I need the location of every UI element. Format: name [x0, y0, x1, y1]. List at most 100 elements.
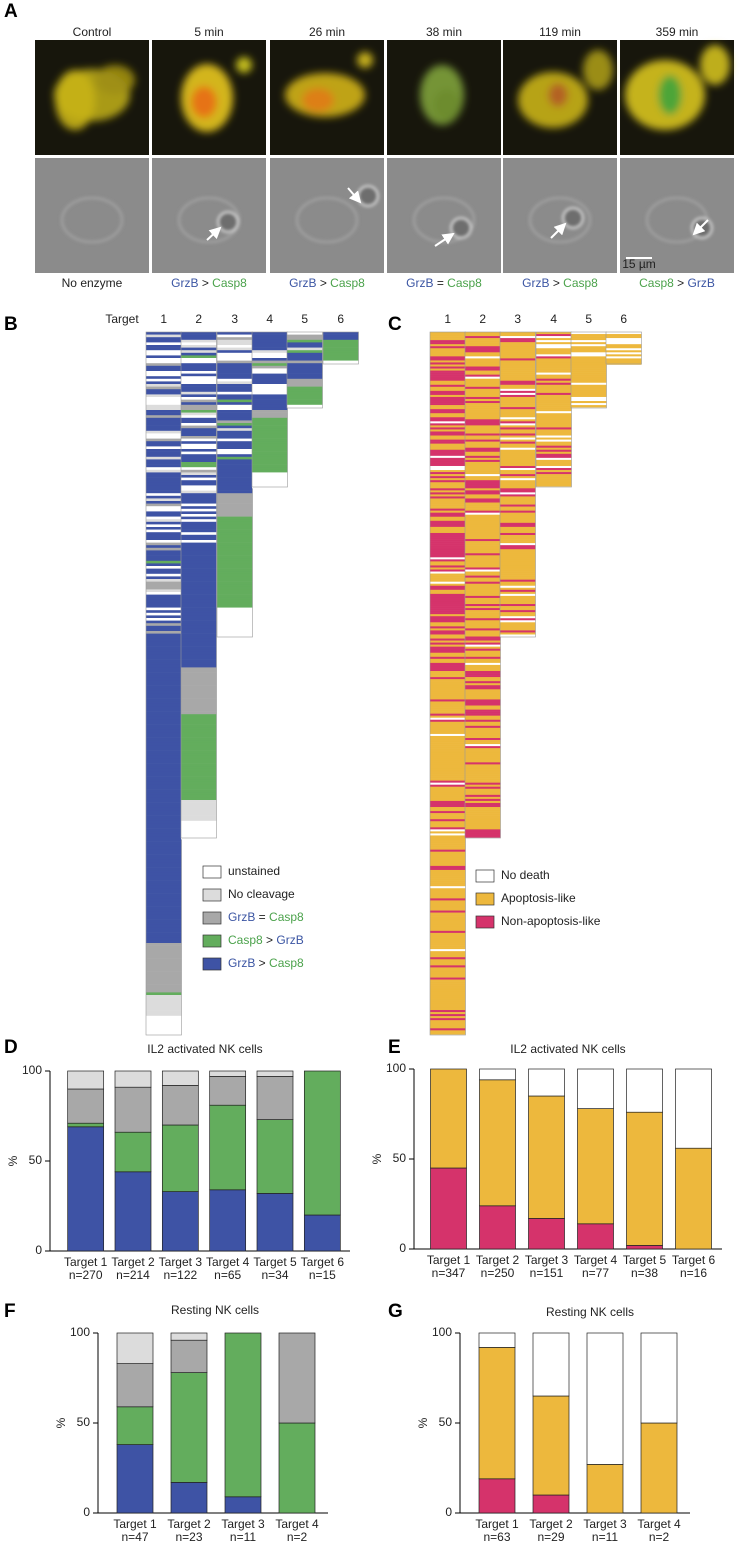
heatmap-row [430, 813, 466, 816]
heatmap-row [181, 823, 217, 827]
heatmap-row [181, 742, 217, 746]
heatmap-row [146, 641, 182, 645]
heatmap-row [181, 363, 217, 367]
bar-segment [209, 1070, 247, 1077]
heatmap-row [146, 675, 182, 679]
heatmap-row [500, 407, 536, 410]
heatmap-row [465, 807, 501, 810]
heatmap-row [430, 411, 466, 414]
heatmap-row [181, 693, 217, 697]
heatmap-row [287, 376, 323, 380]
heatmap-row [536, 352, 572, 355]
heatmap-row [430, 900, 466, 903]
heatmap-row [252, 407, 288, 411]
text-part: No cleavage [228, 887, 295, 901]
heatmap-row [146, 498, 182, 502]
heatmap-row [536, 346, 572, 349]
cell-blob [433, 89, 461, 121]
heatmap-row [500, 344, 536, 347]
heatmap-row [500, 599, 536, 603]
cell-blob [302, 88, 334, 112]
text-part: Casp8 [269, 910, 304, 924]
heatmap-row [146, 347, 182, 351]
heatmap-row [146, 363, 182, 367]
timepoint: Control [73, 25, 112, 39]
heatmap-row [146, 852, 182, 855]
heatmap-row [430, 650, 466, 654]
heatmap-row [181, 446, 217, 450]
heatmap-row [181, 737, 217, 741]
heatmap-row [146, 971, 182, 975]
heatmap-row [536, 451, 572, 455]
heatmap-row [500, 480, 536, 483]
heatmap-row [252, 345, 288, 348]
heatmap-row [465, 581, 501, 585]
heatmap-column-label: 4 [266, 312, 273, 326]
bar-segment [586, 1464, 624, 1514]
heatmap-row [571, 366, 607, 369]
heatmap-row [430, 486, 466, 489]
text-part: GrzB [228, 956, 255, 970]
heatmap-row [571, 398, 607, 402]
heatmap-row [430, 1005, 466, 1009]
heatmap-row [500, 380, 536, 384]
heatmap-column [499, 331, 536, 638]
heatmap-row [500, 494, 536, 497]
heatmap-row [465, 616, 501, 619]
heatmap-row [181, 459, 217, 463]
heatmap-row [287, 358, 323, 361]
heatmap-row [465, 790, 501, 794]
heatmap-row [181, 534, 217, 538]
heatmap-header: Target [105, 312, 139, 326]
heatmap-row [146, 563, 182, 567]
bar-segment [532, 1395, 570, 1496]
heatmap-row [430, 498, 466, 501]
heatmap-row [430, 721, 466, 725]
heatmap-row [323, 342, 359, 346]
heatmap-row [146, 654, 182, 658]
heatmap-row [146, 352, 182, 356]
bar-segment [626, 1111, 663, 1246]
heatmap-row [217, 397, 253, 400]
heatmap-row [430, 614, 466, 617]
heatmap-row [536, 435, 572, 438]
heatmap-row [217, 417, 253, 421]
cell-body [217, 211, 239, 233]
heatmap-row [252, 475, 288, 478]
heatmap-row [217, 415, 253, 419]
heatmap-row [181, 472, 217, 476]
y-tick-label: 50 [77, 1415, 91, 1429]
y-tick-label: 0 [399, 1241, 406, 1255]
heatmap-row [465, 336, 501, 339]
heatmap-row [146, 482, 182, 486]
legend-swatch [202, 934, 222, 948]
heatmap-row [181, 797, 217, 801]
heatmap-row [465, 599, 501, 603]
heatmap-row [181, 787, 217, 790]
heatmap-row [465, 717, 501, 721]
heatmap-row [500, 520, 536, 524]
arrow [206, 226, 222, 241]
heatmap-row [430, 522, 466, 526]
heatmap-row [146, 423, 182, 426]
heatmap-row [146, 800, 182, 803]
heatmap-row [536, 358, 572, 361]
heatmap-row [430, 506, 466, 509]
heatmap-row [465, 463, 501, 467]
heatmap-row [571, 370, 607, 373]
x-tick-label: Target 1 n=63 [475, 1517, 519, 1543]
heatmap-row [217, 420, 253, 424]
heatmap-row [465, 819, 501, 822]
heatmap-row [571, 360, 607, 363]
heatmap-row [500, 496, 536, 499]
heatmap-row [146, 480, 182, 484]
heatmap-row [536, 370, 572, 373]
heatmap-row [146, 558, 182, 562]
heatmap-row [465, 360, 501, 363]
heatmap-row [287, 342, 323, 346]
heatmap-row [465, 492, 501, 495]
bar-segment [209, 1076, 247, 1106]
heatmap-row [430, 658, 466, 662]
heatmap-row [430, 1012, 466, 1015]
heatmap-row [146, 342, 182, 346]
